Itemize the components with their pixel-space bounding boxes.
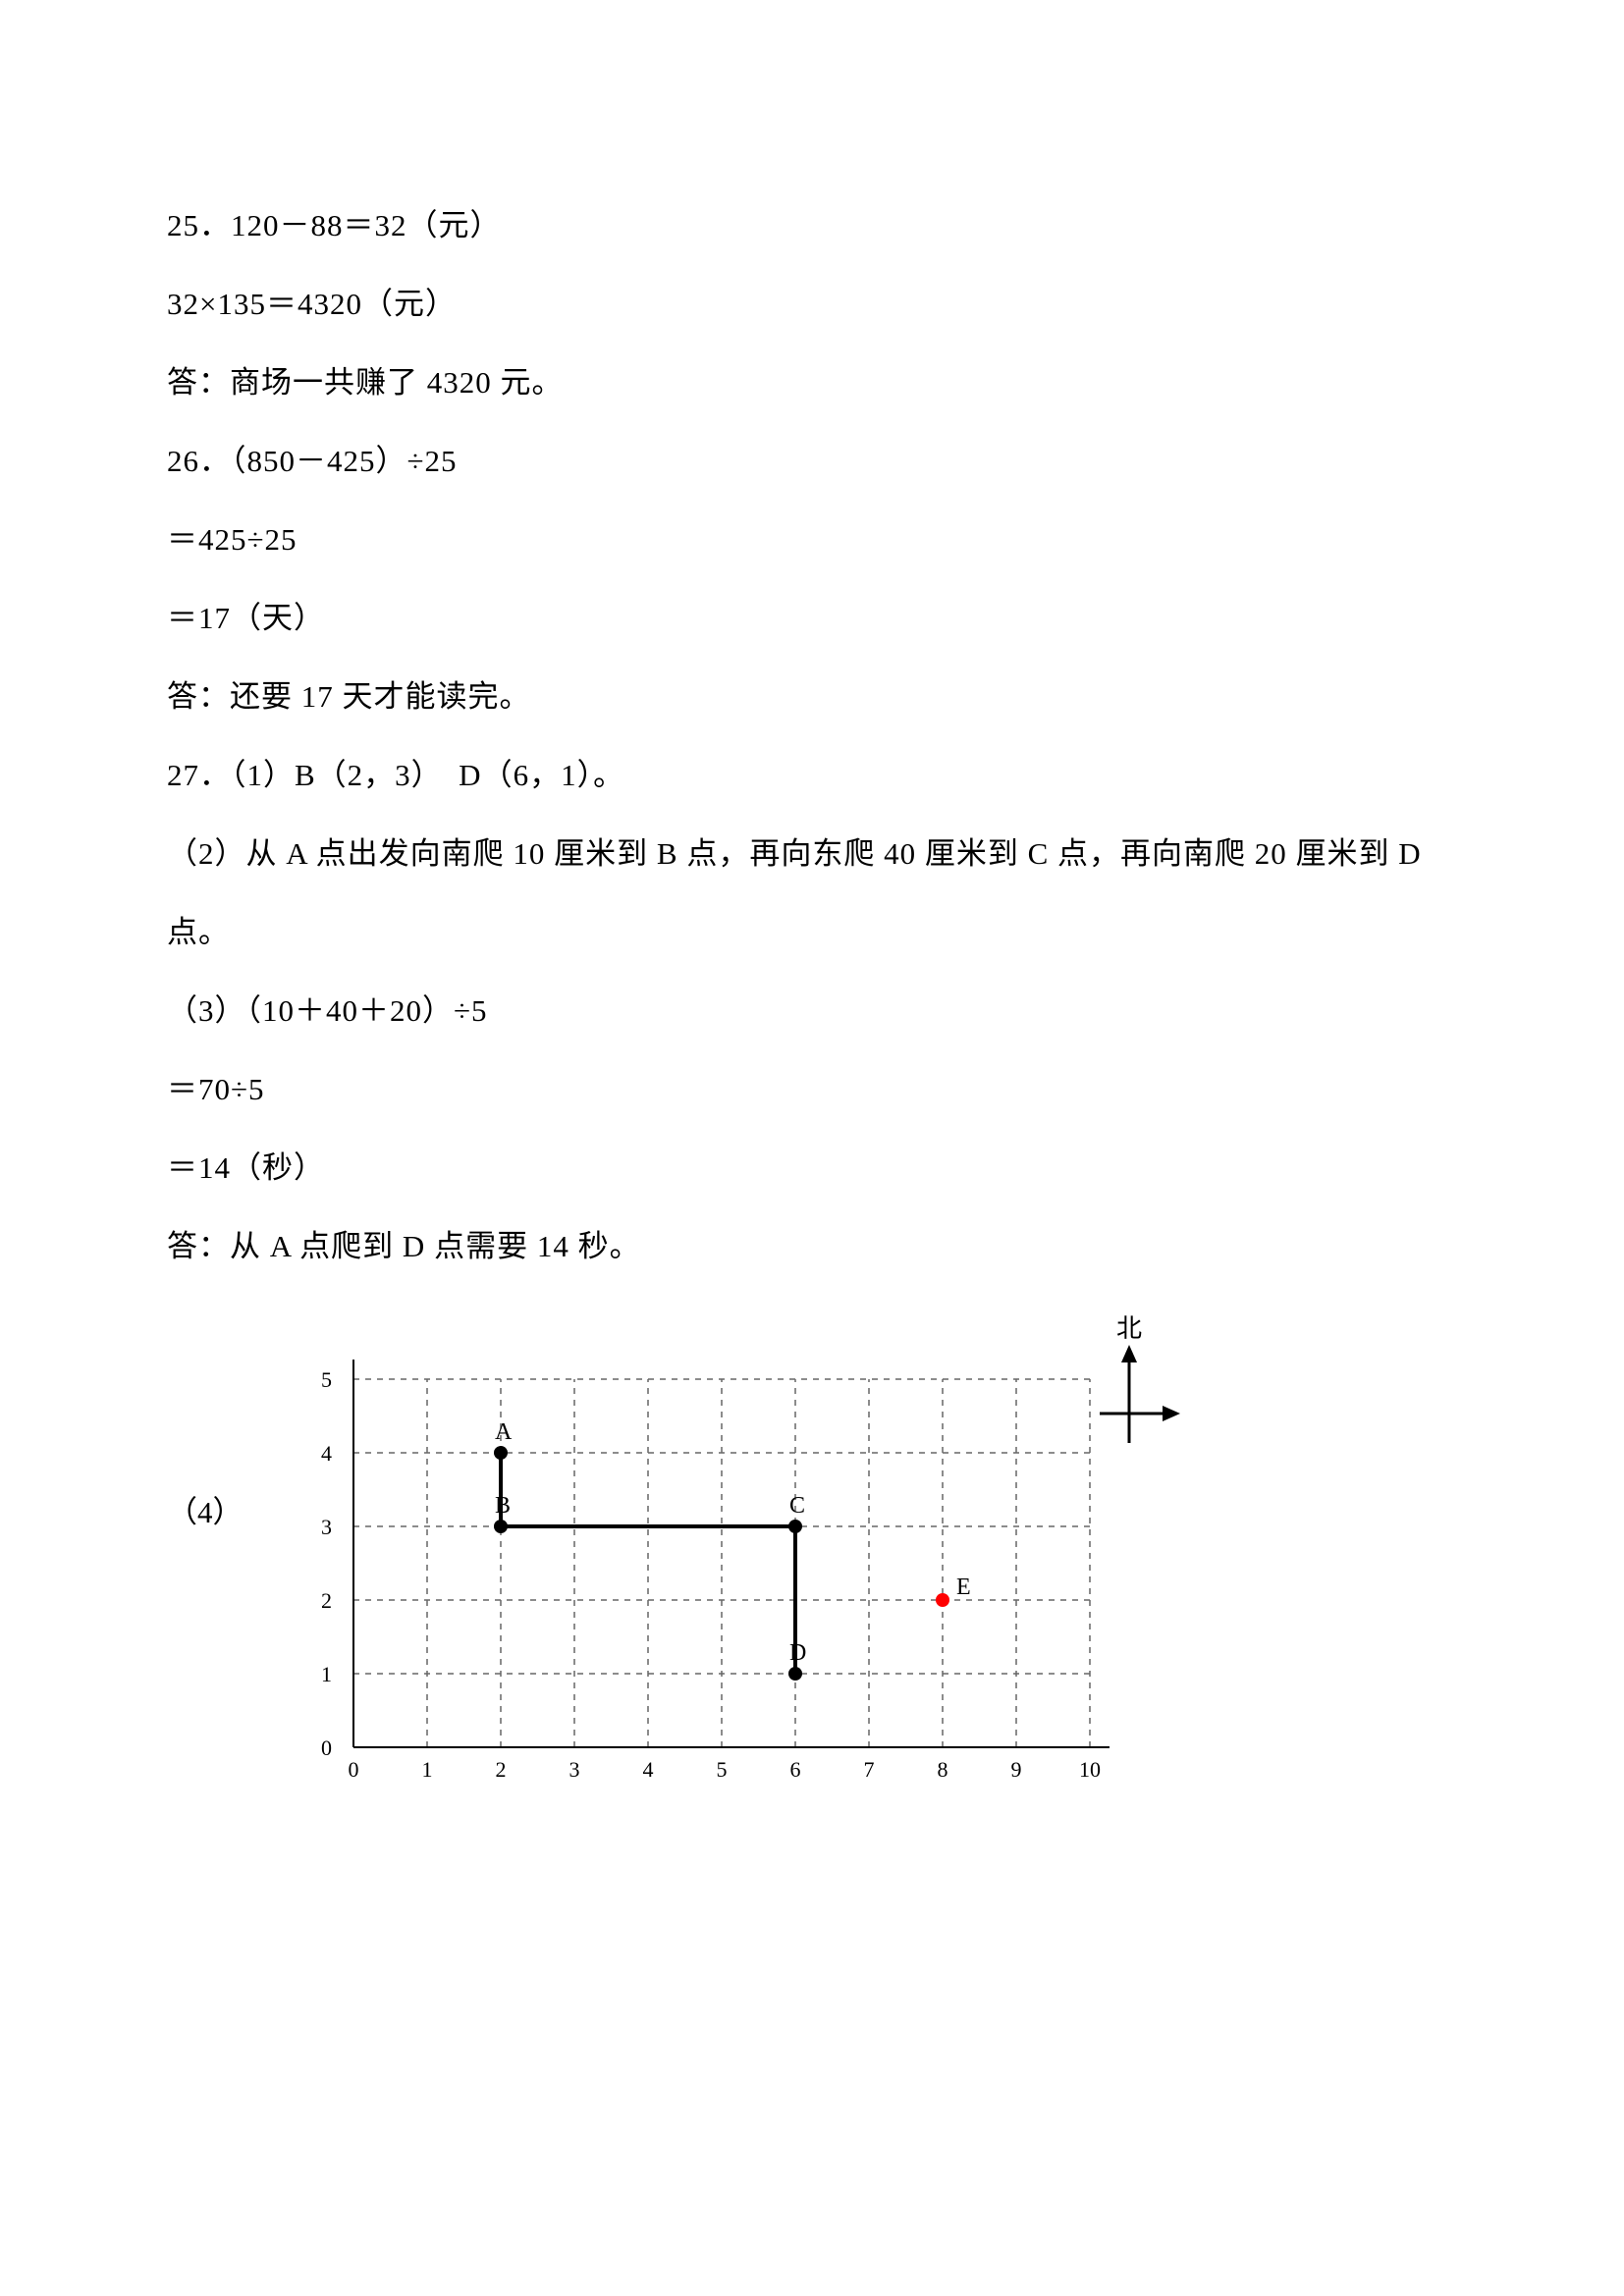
text-line-4: ＝425÷25	[167, 520, 298, 560]
compass-north-label: 北	[1116, 1314, 1142, 1343]
x-tick-1: 1	[422, 1757, 433, 1782]
text-line-0: 25．120－88＝32（元）	[167, 206, 502, 245]
point-E	[936, 1593, 949, 1607]
x-tick-9: 9	[1011, 1757, 1022, 1782]
point-D	[788, 1667, 802, 1681]
y-tick-2: 2	[321, 1588, 332, 1613]
question-4-label: （4）	[167, 1487, 244, 1531]
coordinate-chart: 012345678910012345ABCDE北东	[245, 1306, 1188, 1796]
x-tick-7: 7	[864, 1757, 875, 1782]
x-tick-3: 3	[569, 1757, 580, 1782]
point-A	[494, 1446, 508, 1460]
y-tick-1: 1	[321, 1662, 332, 1686]
point-label-B: B	[495, 1493, 511, 1519]
x-tick-5: 5	[717, 1757, 728, 1782]
text-line-1: 32×135＝4320（元）	[167, 285, 457, 324]
x-tick-4: 4	[643, 1757, 654, 1782]
x-tick-10: 10	[1079, 1757, 1101, 1782]
y-tick-3: 3	[321, 1515, 332, 1539]
point-label-D: D	[789, 1640, 806, 1666]
x-tick-8: 8	[938, 1757, 948, 1782]
text-line-6: 答：还要 17 天才能读完。	[167, 677, 531, 717]
x-tick-2: 2	[496, 1757, 507, 1782]
y-tick-4: 4	[321, 1441, 332, 1466]
text-line-2: 答：商场一共赚了 4320 元。	[167, 363, 564, 402]
x-tick-0: 0	[349, 1757, 359, 1782]
y-tick-5: 5	[321, 1367, 332, 1392]
compass-east-arrow	[1163, 1406, 1180, 1421]
text-line-13: 答：从 A 点爬到 D 点需要 14 秒。	[167, 1227, 641, 1266]
text-line-11: ＝70÷5	[167, 1070, 265, 1109]
text-line-8: （2）从 A 点出发向南爬 10 厘米到 B 点，再向东爬 40 厘米到 C 点…	[167, 834, 1422, 874]
x-tick-6: 6	[790, 1757, 801, 1782]
text-line-10: （3）（10＋40＋20）÷5	[167, 991, 488, 1031]
text-line-5: ＝17（天）	[167, 599, 325, 638]
text-line-7: 27．（1）B（2，3） D（6，1）。	[167, 756, 624, 795]
page: 25．120－88＝32（元） 32×135＝4320（元） 答：商场一共赚了 43…	[0, 0, 1624, 2296]
point-label-C: C	[789, 1493, 805, 1519]
point-label-A: A	[495, 1419, 513, 1445]
text-line-12: ＝14（秒）	[167, 1148, 325, 1188]
y-tick-0: 0	[321, 1735, 332, 1760]
point-C	[788, 1520, 802, 1533]
compass-north-arrow	[1121, 1345, 1137, 1362]
point-B	[494, 1520, 508, 1533]
text-line-3: 26．（850－425）÷25	[167, 442, 458, 481]
point-label-E: E	[956, 1575, 971, 1600]
text-line-9: 点。	[167, 913, 230, 952]
chart-container: 012345678910012345ABCDE北东	[245, 1306, 1188, 1801]
